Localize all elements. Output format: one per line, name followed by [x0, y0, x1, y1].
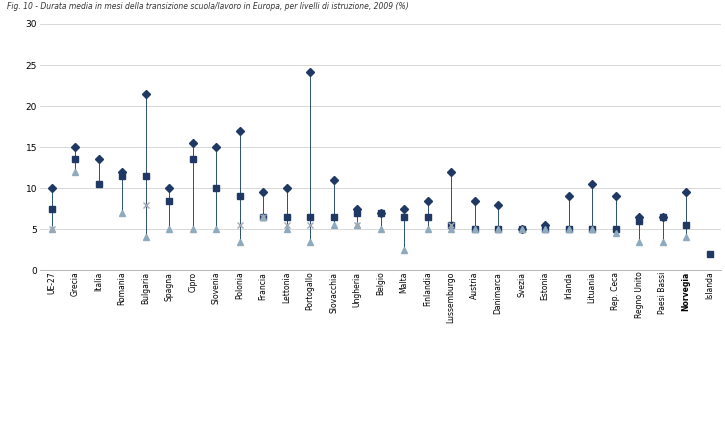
Text: Fig. 10 - Durata media in mesi della transizione scuola/lavoro in Europa, per li: Fig. 10 - Durata media in mesi della tra… — [7, 2, 409, 11]
